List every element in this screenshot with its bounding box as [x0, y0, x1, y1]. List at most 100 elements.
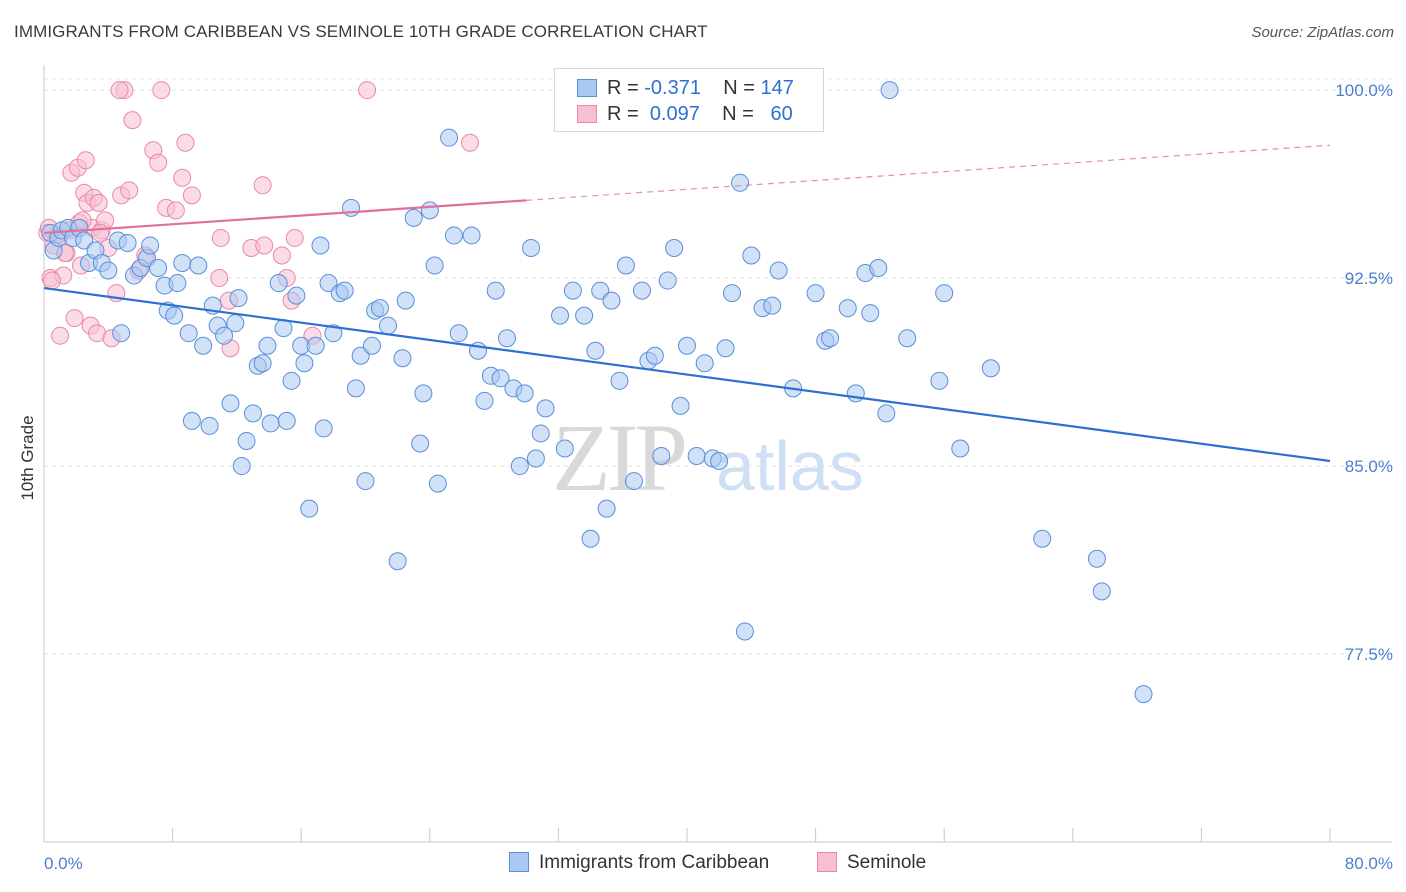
- seminole-point: [123, 111, 142, 130]
- caribbean-point: [112, 324, 131, 343]
- caribbean-point: [258, 336, 277, 355]
- caribbean-point: [522, 238, 541, 257]
- caribbean-point: [930, 371, 949, 390]
- caribbean-point: [179, 324, 198, 343]
- y-tick-label: 92.5%: [1345, 269, 1393, 288]
- caribbean-point: [411, 434, 430, 453]
- caribbean-point: [898, 329, 917, 348]
- caribbean-point: [300, 499, 319, 518]
- caribbean-point: [253, 354, 272, 373]
- caribbean-point: [388, 552, 407, 571]
- legend-n-label: N =: [723, 77, 755, 99]
- caribbean-point: [877, 404, 896, 423]
- tick-labels: 77.5% 85.0% 92.5% 100.0% 0.0% 80.0%: [44, 81, 1393, 873]
- x-tick-label: 0.0%: [44, 854, 83, 873]
- caribbean-point: [497, 329, 516, 348]
- correlation-legend: R = -0.371 N = 147 R = 0.097 N = 60: [554, 68, 824, 132]
- caribbean-point: [846, 384, 865, 403]
- caribbean-point: [173, 254, 192, 273]
- caribbean-point: [462, 226, 481, 245]
- caribbean-point: [515, 384, 534, 403]
- seminole-point: [211, 228, 230, 247]
- legend-swatch-pink: [577, 105, 597, 123]
- caribbean-point: [362, 336, 381, 355]
- caribbean-point: [536, 399, 555, 418]
- caribbean-point: [671, 396, 690, 415]
- seminole-point: [253, 176, 272, 195]
- caribbean-point: [346, 379, 365, 398]
- y-tick-label: 100.0%: [1335, 81, 1393, 100]
- seminole-point: [65, 309, 84, 328]
- caribbean-point: [731, 173, 750, 192]
- caribbean-point: [475, 391, 494, 410]
- caribbean-point: [981, 359, 1000, 378]
- seminole-point: [210, 269, 229, 288]
- caribbean-point: [645, 346, 664, 365]
- bottom-legend-caribbean: Immigrants from Caribbean: [509, 852, 769, 874]
- axes: [43, 65, 1392, 843]
- caribbean-point: [652, 447, 671, 466]
- bottom-legend-seminole: Seminole: [817, 852, 926, 874]
- caribbean-point: [287, 286, 306, 305]
- seminole-point: [120, 181, 139, 200]
- caribbean-point: [763, 296, 782, 315]
- y-tick-label: 85.0%: [1345, 457, 1393, 476]
- legend-n-label: N =: [722, 103, 754, 125]
- caribbean-point: [710, 452, 729, 471]
- caribbean-point: [1033, 529, 1052, 548]
- caribbean-point: [311, 236, 330, 255]
- caribbean-points: [41, 81, 1153, 704]
- caribbean-point: [838, 299, 857, 318]
- legend-r-value: -0.371: [644, 77, 701, 99]
- caribbean-point: [182, 411, 201, 430]
- caribbean-point: [396, 291, 415, 310]
- seminole-trend-line: [43, 199, 527, 235]
- caribbean-point: [551, 306, 570, 325]
- caribbean-point: [420, 201, 439, 220]
- seminole-point: [91, 223, 110, 242]
- seminole-point: [272, 246, 291, 265]
- caribbean-point: [75, 231, 94, 250]
- caribbean-point: [269, 274, 288, 293]
- caribbean-point: [428, 474, 447, 493]
- caribbean-point: [491, 369, 510, 388]
- caribbean-point: [379, 316, 398, 335]
- caribbean-point: [229, 289, 248, 308]
- caribbean-point: [324, 324, 343, 343]
- seminole-point: [460, 133, 479, 152]
- caribbean-point: [200, 416, 219, 435]
- seminole-trend-extension: [526, 144, 1331, 201]
- caribbean-point: [624, 472, 643, 491]
- caribbean-point: [555, 439, 574, 458]
- caribbean-point: [226, 314, 245, 333]
- seminole-point: [110, 81, 129, 100]
- seminole-point: [51, 326, 70, 345]
- caribbean-point: [806, 284, 825, 303]
- caribbean-point: [861, 304, 880, 323]
- caribbean-point: [575, 306, 594, 325]
- caribbean-point: [393, 349, 412, 368]
- legend-row-caribbean: R = -0.371 N = 147: [577, 77, 794, 101]
- legend-r-label: R =: [607, 103, 639, 125]
- caribbean-point: [658, 271, 677, 290]
- caribbean-point: [261, 414, 280, 433]
- caribbean-point: [526, 449, 545, 468]
- caribbean-point: [821, 329, 840, 348]
- y-axis-label: 10th Grade: [18, 415, 37, 500]
- caribbean-point: [351, 346, 370, 365]
- caribbean-point: [586, 341, 605, 360]
- caribbean-point: [99, 261, 118, 280]
- caribbean-point: [563, 281, 582, 300]
- caribbean-point: [449, 324, 468, 343]
- caribbean-point: [935, 284, 954, 303]
- caribbean-point: [869, 259, 888, 278]
- caribbean-point: [678, 336, 696, 355]
- caribbean-point: [370, 299, 389, 318]
- seminole-point: [285, 228, 304, 247]
- caribbean-point: [149, 259, 168, 278]
- caribbean-point: [665, 238, 684, 257]
- legend-r-label: R =: [607, 77, 639, 99]
- legend-n-value: 60: [770, 103, 793, 125]
- seminole-point: [358, 81, 377, 100]
